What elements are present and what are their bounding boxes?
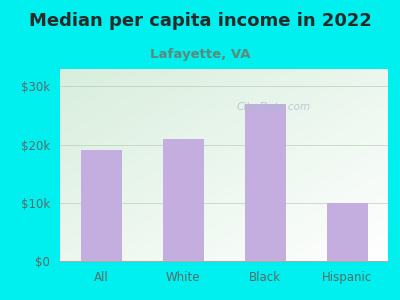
Bar xyxy=(326,203,368,261)
Text: Median per capita income in 2022: Median per capita income in 2022 xyxy=(28,12,372,30)
Bar xyxy=(80,151,122,261)
Bar xyxy=(162,139,204,261)
Text: City-Data.com: City-Data.com xyxy=(236,102,310,112)
Text: Lafayette, VA: Lafayette, VA xyxy=(150,47,250,61)
Bar xyxy=(244,104,286,261)
